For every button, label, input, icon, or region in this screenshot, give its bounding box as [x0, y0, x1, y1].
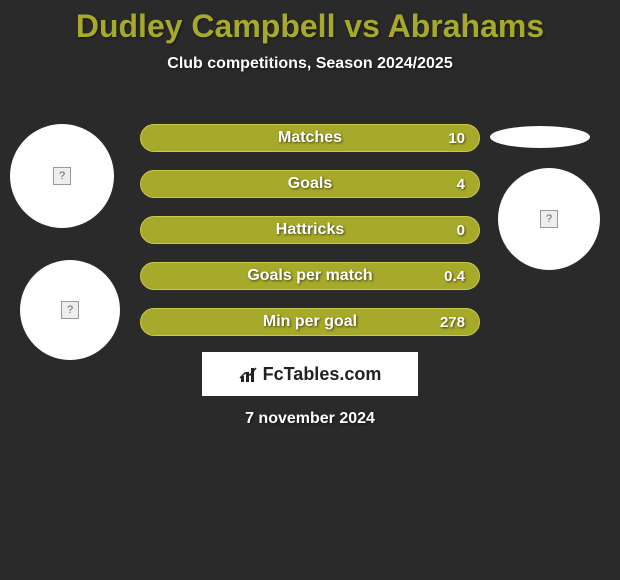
date: 7 november 2024 — [245, 410, 375, 428]
bar-label: Matches — [278, 129, 342, 147]
bar-label: Min per goal — [263, 313, 357, 331]
subtitle: Club competitions, Season 2024/2025 — [0, 55, 620, 73]
logo: FcTables.com — [239, 364, 382, 385]
ellipse-right-top — [490, 126, 590, 148]
bar-hattricks: Hattricks 0 — [140, 216, 480, 244]
bar-label: Hattricks — [276, 221, 344, 239]
title-player2: Abrahams — [388, 8, 545, 44]
broken-image-icon — [53, 167, 71, 185]
bar-value: 4 — [457, 176, 465, 193]
logo-box: FcTables.com — [202, 352, 418, 396]
bar-matches: Matches 10 — [140, 124, 480, 152]
avatar-right — [498, 168, 600, 270]
bar-label: Goals — [288, 175, 332, 193]
avatar-left-2 — [20, 260, 120, 360]
bar-goals-per-match: Goals per match 0.4 — [140, 262, 480, 290]
title-vs: vs — [335, 8, 387, 44]
logo-text: FcTables.com — [263, 364, 382, 385]
bar-value: 278 — [440, 314, 465, 331]
stats-bars: Matches 10 Goals 4 Hattricks 0 Goals per… — [140, 124, 480, 354]
broken-image-icon — [540, 210, 558, 228]
bar-value: 0.4 — [444, 268, 465, 285]
bar-goals: Goals 4 — [140, 170, 480, 198]
avatar-left-1 — [10, 124, 114, 228]
bar-value: 10 — [448, 130, 465, 147]
bar-chart-icon — [239, 366, 259, 382]
bar-label: Goals per match — [247, 267, 372, 285]
broken-image-icon — [61, 301, 79, 319]
title-player1: Dudley Campbell — [76, 8, 336, 44]
page-title: Dudley Campbell vs Abrahams — [0, 0, 620, 45]
bar-value: 0 — [457, 222, 465, 239]
bar-min-per-goal: Min per goal 278 — [140, 308, 480, 336]
